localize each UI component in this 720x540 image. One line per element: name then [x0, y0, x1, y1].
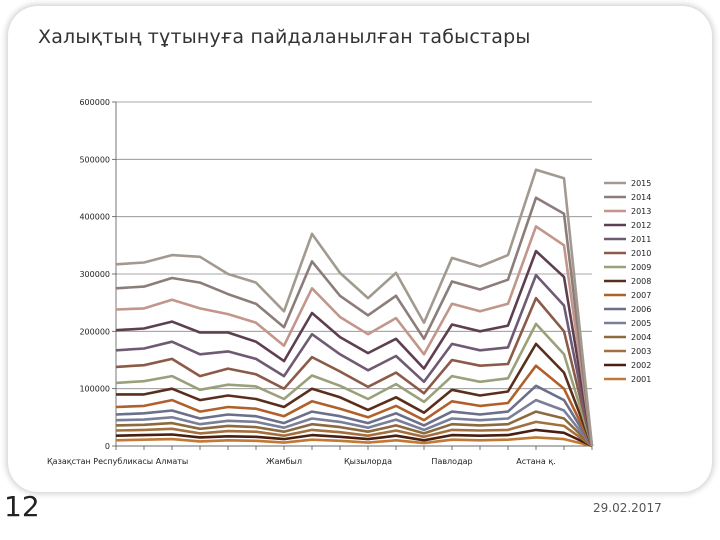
- legend-label: 2004: [631, 333, 651, 342]
- chart-series: [115, 168, 594, 448]
- y-tick-label: 600000: [79, 98, 110, 107]
- series-line-2009: [115, 322, 594, 447]
- y-tick-label: 200000: [79, 327, 110, 336]
- legend-label: 2002: [631, 361, 651, 370]
- series-line-2007: [115, 364, 594, 447]
- legend-label: 2013: [631, 207, 651, 216]
- chart-axes: 0 100000 200000 300000 400000 500000 600000 Қаз…: [47, 98, 593, 466]
- slide-date: 29.02.2017: [593, 501, 662, 515]
- series-line-2006: [115, 384, 594, 447]
- x-tick-label: Жамбыл: [266, 457, 302, 466]
- y-tick-label: 500000: [79, 155, 110, 164]
- series-line-2004: [115, 410, 593, 447]
- x-tick-label: Қызылорда: [344, 457, 392, 466]
- series-line-2002: [115, 428, 593, 448]
- legend-label: 2001: [631, 375, 651, 384]
- x-tick-label: Павлодар: [431, 457, 472, 466]
- x-tick-label: Астана қ.: [516, 457, 555, 466]
- legend-label: 2005: [631, 319, 651, 328]
- slide-frame: [8, 6, 712, 492]
- legend-label: 2006: [631, 305, 651, 314]
- slide-title: Халықтың тұтынуға пайдаланылған табыстар…: [38, 26, 531, 48]
- legend-label: 2012: [631, 221, 651, 230]
- series-line-2012: [115, 249, 594, 447]
- series-line-2015: [115, 168, 594, 447]
- series-line-2005: [115, 398, 594, 447]
- x-tick-label: Қазақстан Республикасы: [47, 457, 153, 466]
- legend-label: 2009: [631, 263, 651, 272]
- y-tick-label: 400000: [79, 213, 110, 222]
- slide-number: 12: [4, 490, 40, 523]
- y-tick-label: 300000: [79, 270, 110, 279]
- legend-label: 2010: [631, 249, 651, 258]
- legend-label: 2014: [631, 193, 651, 202]
- series-line-2003: [115, 420, 593, 448]
- series-line-2013: [115, 225, 594, 447]
- legend-label: 2003: [631, 347, 651, 356]
- legend-label: 2007: [631, 291, 651, 300]
- y-tick-label: 100000: [79, 385, 110, 394]
- legend-label: 2011: [631, 235, 651, 244]
- y-tick-label: 0: [105, 442, 110, 451]
- series-line-2001: [115, 436, 593, 448]
- legend-label: 2008: [631, 277, 651, 286]
- chart-legend: 2015 2014 2013 2012 2011 2010 2009 2008 2007 2006…: [604, 179, 651, 384]
- legend-label: 2015: [631, 179, 651, 188]
- series-line-2014: [115, 196, 594, 447]
- series-line-2011: [115, 273, 594, 447]
- series-line-2010: [115, 296, 594, 447]
- x-tick-label: Алматы: [156, 457, 189, 466]
- series-line-2008: [116, 342, 594, 447]
